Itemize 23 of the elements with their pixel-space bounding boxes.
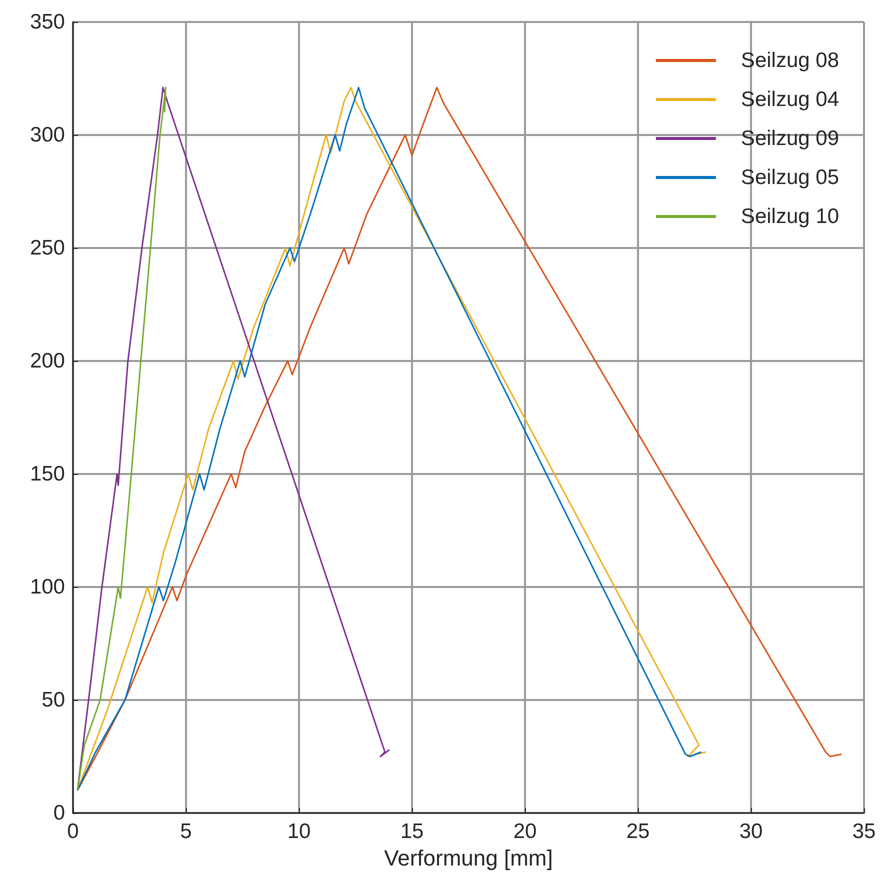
- x-tick-label: 15: [400, 820, 424, 843]
- y-tick-label: 250: [30, 236, 65, 260]
- legend-label: Seilzug 08: [740, 49, 840, 72]
- x-axis-title: Verformung [mm]: [384, 845, 553, 870]
- y-tick-label: 150: [30, 462, 65, 486]
- x-tick-label: 25: [626, 820, 650, 843]
- y-tick-label: 100: [30, 576, 65, 598]
- legend-label: Seilzug 10: [740, 205, 840, 228]
- x-tick-label: 10: [287, 820, 311, 843]
- x-tick-label: 30: [739, 820, 763, 843]
- line-series: [76, 86, 166, 792]
- y-tick-label: 0: [53, 802, 65, 824]
- x-tick-label: 20: [513, 820, 537, 843]
- legend-label: Seilzug 05: [740, 166, 840, 189]
- x-tick-label: 35: [852, 820, 876, 843]
- x-tick-label: 5: [180, 820, 192, 843]
- legend-label: Seilzug 09: [740, 127, 840, 150]
- y-tick-label: 200: [30, 350, 65, 372]
- y-tick-label: 350: [30, 10, 65, 34]
- legend-label: Seilzug 04: [740, 88, 840, 111]
- y-tick-label: 50: [42, 688, 65, 712]
- x-tick-label: 0: [67, 820, 79, 843]
- y-tick-label: 300: [30, 124, 65, 146]
